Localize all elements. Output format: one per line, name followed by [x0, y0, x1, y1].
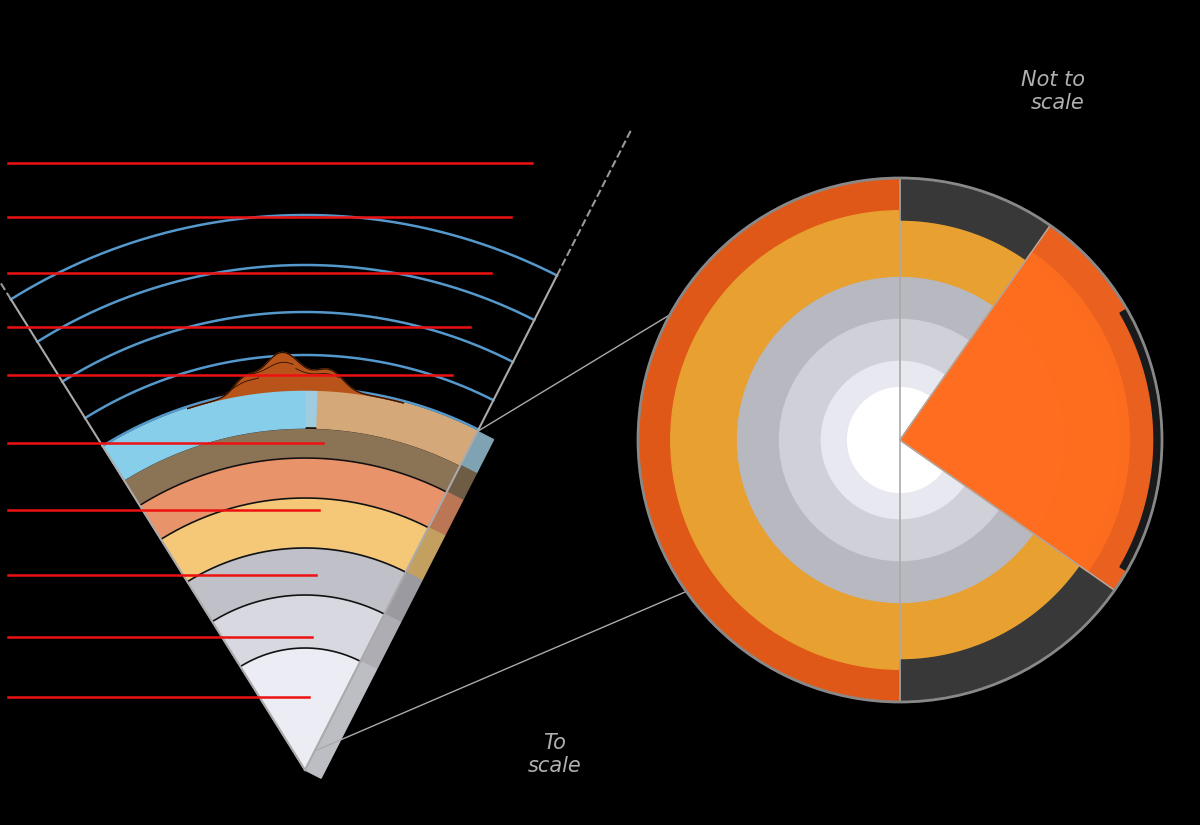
- Polygon shape: [240, 648, 360, 770]
- Polygon shape: [446, 465, 476, 500]
- Polygon shape: [212, 595, 384, 667]
- Polygon shape: [187, 352, 403, 408]
- Polygon shape: [900, 342, 1020, 509]
- Polygon shape: [900, 178, 1162, 702]
- Circle shape: [671, 210, 1129, 669]
- Text: To
scale: To scale: [528, 733, 582, 776]
- Polygon shape: [139, 458, 446, 540]
- Polygon shape: [461, 431, 493, 474]
- Polygon shape: [103, 390, 305, 480]
- Polygon shape: [406, 528, 444, 580]
- Polygon shape: [900, 307, 1062, 533]
- Polygon shape: [305, 662, 377, 778]
- Circle shape: [638, 178, 1162, 702]
- Polygon shape: [317, 390, 478, 465]
- Circle shape: [821, 361, 979, 519]
- Circle shape: [738, 277, 1062, 602]
- Polygon shape: [1120, 309, 1162, 571]
- Polygon shape: [161, 498, 428, 582]
- Polygon shape: [900, 252, 1129, 572]
- Circle shape: [847, 388, 953, 493]
- Polygon shape: [103, 390, 478, 480]
- Polygon shape: [900, 375, 978, 485]
- Polygon shape: [428, 492, 463, 535]
- Polygon shape: [124, 428, 461, 506]
- Text: Not to
scale: Not to scale: [1021, 70, 1085, 113]
- Polygon shape: [900, 397, 953, 470]
- Polygon shape: [360, 614, 401, 669]
- Polygon shape: [900, 225, 1162, 590]
- Polygon shape: [187, 548, 406, 621]
- Circle shape: [780, 319, 1020, 560]
- Polygon shape: [384, 573, 422, 622]
